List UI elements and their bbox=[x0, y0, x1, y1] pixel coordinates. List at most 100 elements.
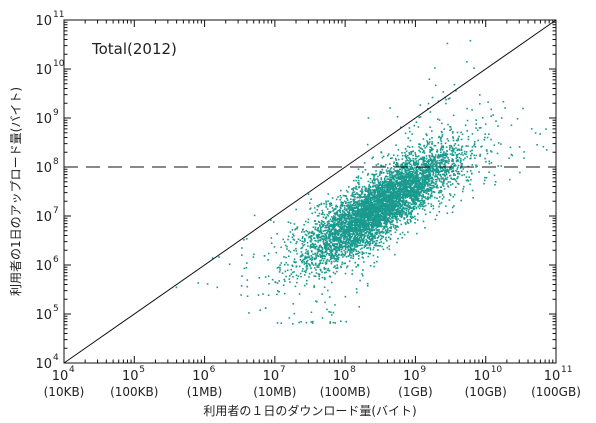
scatter-point bbox=[294, 228, 296, 231]
scatter-point bbox=[456, 172, 459, 175]
scatter-point bbox=[287, 264, 289, 266]
scatter-point bbox=[324, 229, 326, 232]
scatter-point bbox=[419, 169, 422, 171]
scatter-point bbox=[338, 220, 340, 222]
scatter-point bbox=[492, 114, 494, 116]
scatter-point bbox=[401, 165, 404, 167]
scatter-point bbox=[439, 168, 442, 170]
scatter-point bbox=[399, 191, 402, 194]
scatter-point bbox=[444, 175, 446, 177]
scatter-point bbox=[382, 193, 385, 195]
scatter-point bbox=[387, 228, 389, 230]
scatter-point bbox=[411, 167, 414, 169]
scatter-point bbox=[358, 182, 360, 184]
scatter-point bbox=[385, 190, 387, 192]
scatter-point bbox=[316, 223, 318, 225]
scatter-point bbox=[388, 178, 390, 181]
scatter-point bbox=[371, 216, 373, 219]
scatter-point bbox=[328, 234, 331, 237]
scatter-point bbox=[484, 157, 486, 160]
scatter-point bbox=[457, 137, 459, 140]
scatter-point bbox=[342, 228, 345, 230]
scatter-point bbox=[455, 157, 458, 159]
scatter-point bbox=[355, 224, 357, 226]
scatter-point bbox=[337, 256, 340, 259]
scatter-point bbox=[361, 229, 364, 232]
scatter-point bbox=[357, 204, 359, 207]
scatter-point bbox=[322, 254, 324, 257]
scatter-point bbox=[409, 211, 411, 214]
scatter-point bbox=[461, 190, 464, 193]
scatter-point bbox=[424, 176, 427, 179]
scatter-point bbox=[334, 224, 337, 226]
scatter-point bbox=[330, 311, 332, 313]
scatter-point bbox=[420, 186, 422, 189]
scatter-point bbox=[361, 189, 363, 192]
scatter-point bbox=[464, 157, 466, 160]
scatter-point bbox=[467, 180, 470, 182]
scatter-point bbox=[322, 211, 324, 214]
scatter-point bbox=[350, 208, 352, 211]
scatter-point bbox=[355, 249, 357, 251]
scatter-point bbox=[415, 207, 418, 210]
scatter-point bbox=[303, 243, 306, 246]
scatter-point bbox=[469, 170, 472, 172]
scatter-point bbox=[306, 242, 309, 244]
scatter-point bbox=[333, 266, 335, 268]
scatter-point bbox=[398, 199, 400, 201]
scatter-point bbox=[399, 197, 402, 199]
scatter-point bbox=[360, 239, 362, 241]
scatter-point bbox=[333, 215, 335, 217]
scatter-point bbox=[438, 154, 441, 157]
scatter-point bbox=[415, 180, 417, 183]
scatter-point bbox=[490, 115, 492, 117]
scatter-point bbox=[424, 167, 427, 169]
scatter-point bbox=[405, 156, 407, 158]
scatter-point bbox=[388, 229, 391, 232]
scatter-point bbox=[330, 204, 333, 206]
scatter-point bbox=[264, 276, 267, 278]
scatter-point bbox=[406, 213, 408, 216]
scatter-point bbox=[379, 202, 382, 204]
scatter-point bbox=[475, 119, 477, 121]
scatter-point bbox=[429, 146, 432, 148]
scatter-point bbox=[436, 166, 438, 169]
scatter-point bbox=[375, 227, 377, 230]
scatter-point bbox=[384, 217, 387, 220]
scatter-point bbox=[326, 243, 329, 245]
scatter-point bbox=[442, 177, 444, 179]
scatter-point bbox=[303, 231, 305, 233]
scatter-point bbox=[246, 285, 249, 288]
scatter-point bbox=[377, 202, 380, 204]
scatter-point bbox=[337, 209, 340, 212]
scatter-point bbox=[408, 208, 411, 210]
scatter-point bbox=[325, 243, 328, 245]
scatter-point bbox=[523, 157, 525, 159]
scatter-point bbox=[343, 234, 345, 236]
scatter-point bbox=[336, 260, 339, 263]
scatter-point bbox=[400, 165, 402, 167]
scatter-point bbox=[312, 320, 314, 323]
scatter-point bbox=[374, 225, 376, 227]
scatter-point bbox=[361, 208, 364, 211]
scatter-point bbox=[405, 209, 408, 212]
scatter-point bbox=[414, 158, 416, 160]
scatter-point bbox=[389, 175, 391, 177]
scatter-point bbox=[390, 233, 392, 236]
scatter-point bbox=[460, 148, 463, 150]
scatter-point bbox=[418, 172, 421, 175]
scatter-point bbox=[432, 205, 435, 207]
scatter-point bbox=[386, 226, 388, 228]
scatter-point bbox=[392, 226, 395, 228]
scatter-point bbox=[361, 256, 364, 258]
scatter-point bbox=[345, 219, 348, 222]
scatter-point bbox=[400, 213, 403, 216]
scatter-point bbox=[296, 241, 298, 243]
scatter-point bbox=[373, 205, 376, 207]
scatter-point bbox=[390, 167, 393, 169]
scatter-point bbox=[425, 157, 428, 160]
scatter-point bbox=[449, 97, 451, 100]
scatter-point bbox=[351, 222, 353, 224]
scatter-point bbox=[342, 226, 344, 229]
scatter-point bbox=[359, 197, 361, 199]
